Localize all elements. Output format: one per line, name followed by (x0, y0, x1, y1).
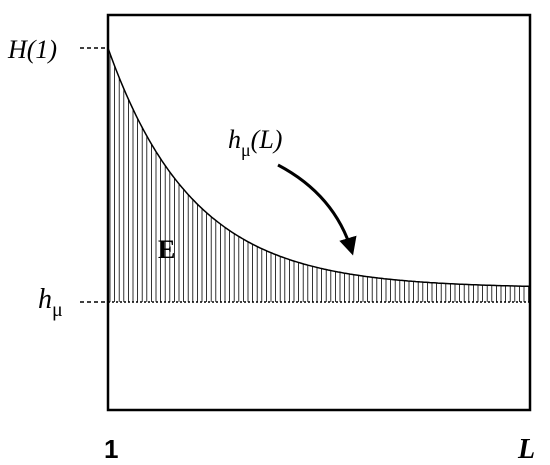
frame (106, 13, 532, 412)
hmu-label: hμ (38, 284, 63, 321)
entropy-curve (107, 47, 530, 288)
hmu-base: h (38, 284, 52, 315)
x-start-label: 1 (104, 434, 118, 464)
hatch (109, 53, 529, 302)
x-end-label: L (517, 434, 535, 465)
arrow (277, 163, 357, 256)
excess-label: E (158, 235, 175, 264)
hmuL-rest: (L) (251, 125, 283, 154)
hmu-sub: μ (52, 299, 63, 321)
hmuL-sub: μ (241, 140, 251, 160)
hmuL-label: hμ(L) (228, 125, 282, 160)
h1-label: H(1) (7, 35, 57, 64)
hmuL-base: h (228, 125, 241, 154)
